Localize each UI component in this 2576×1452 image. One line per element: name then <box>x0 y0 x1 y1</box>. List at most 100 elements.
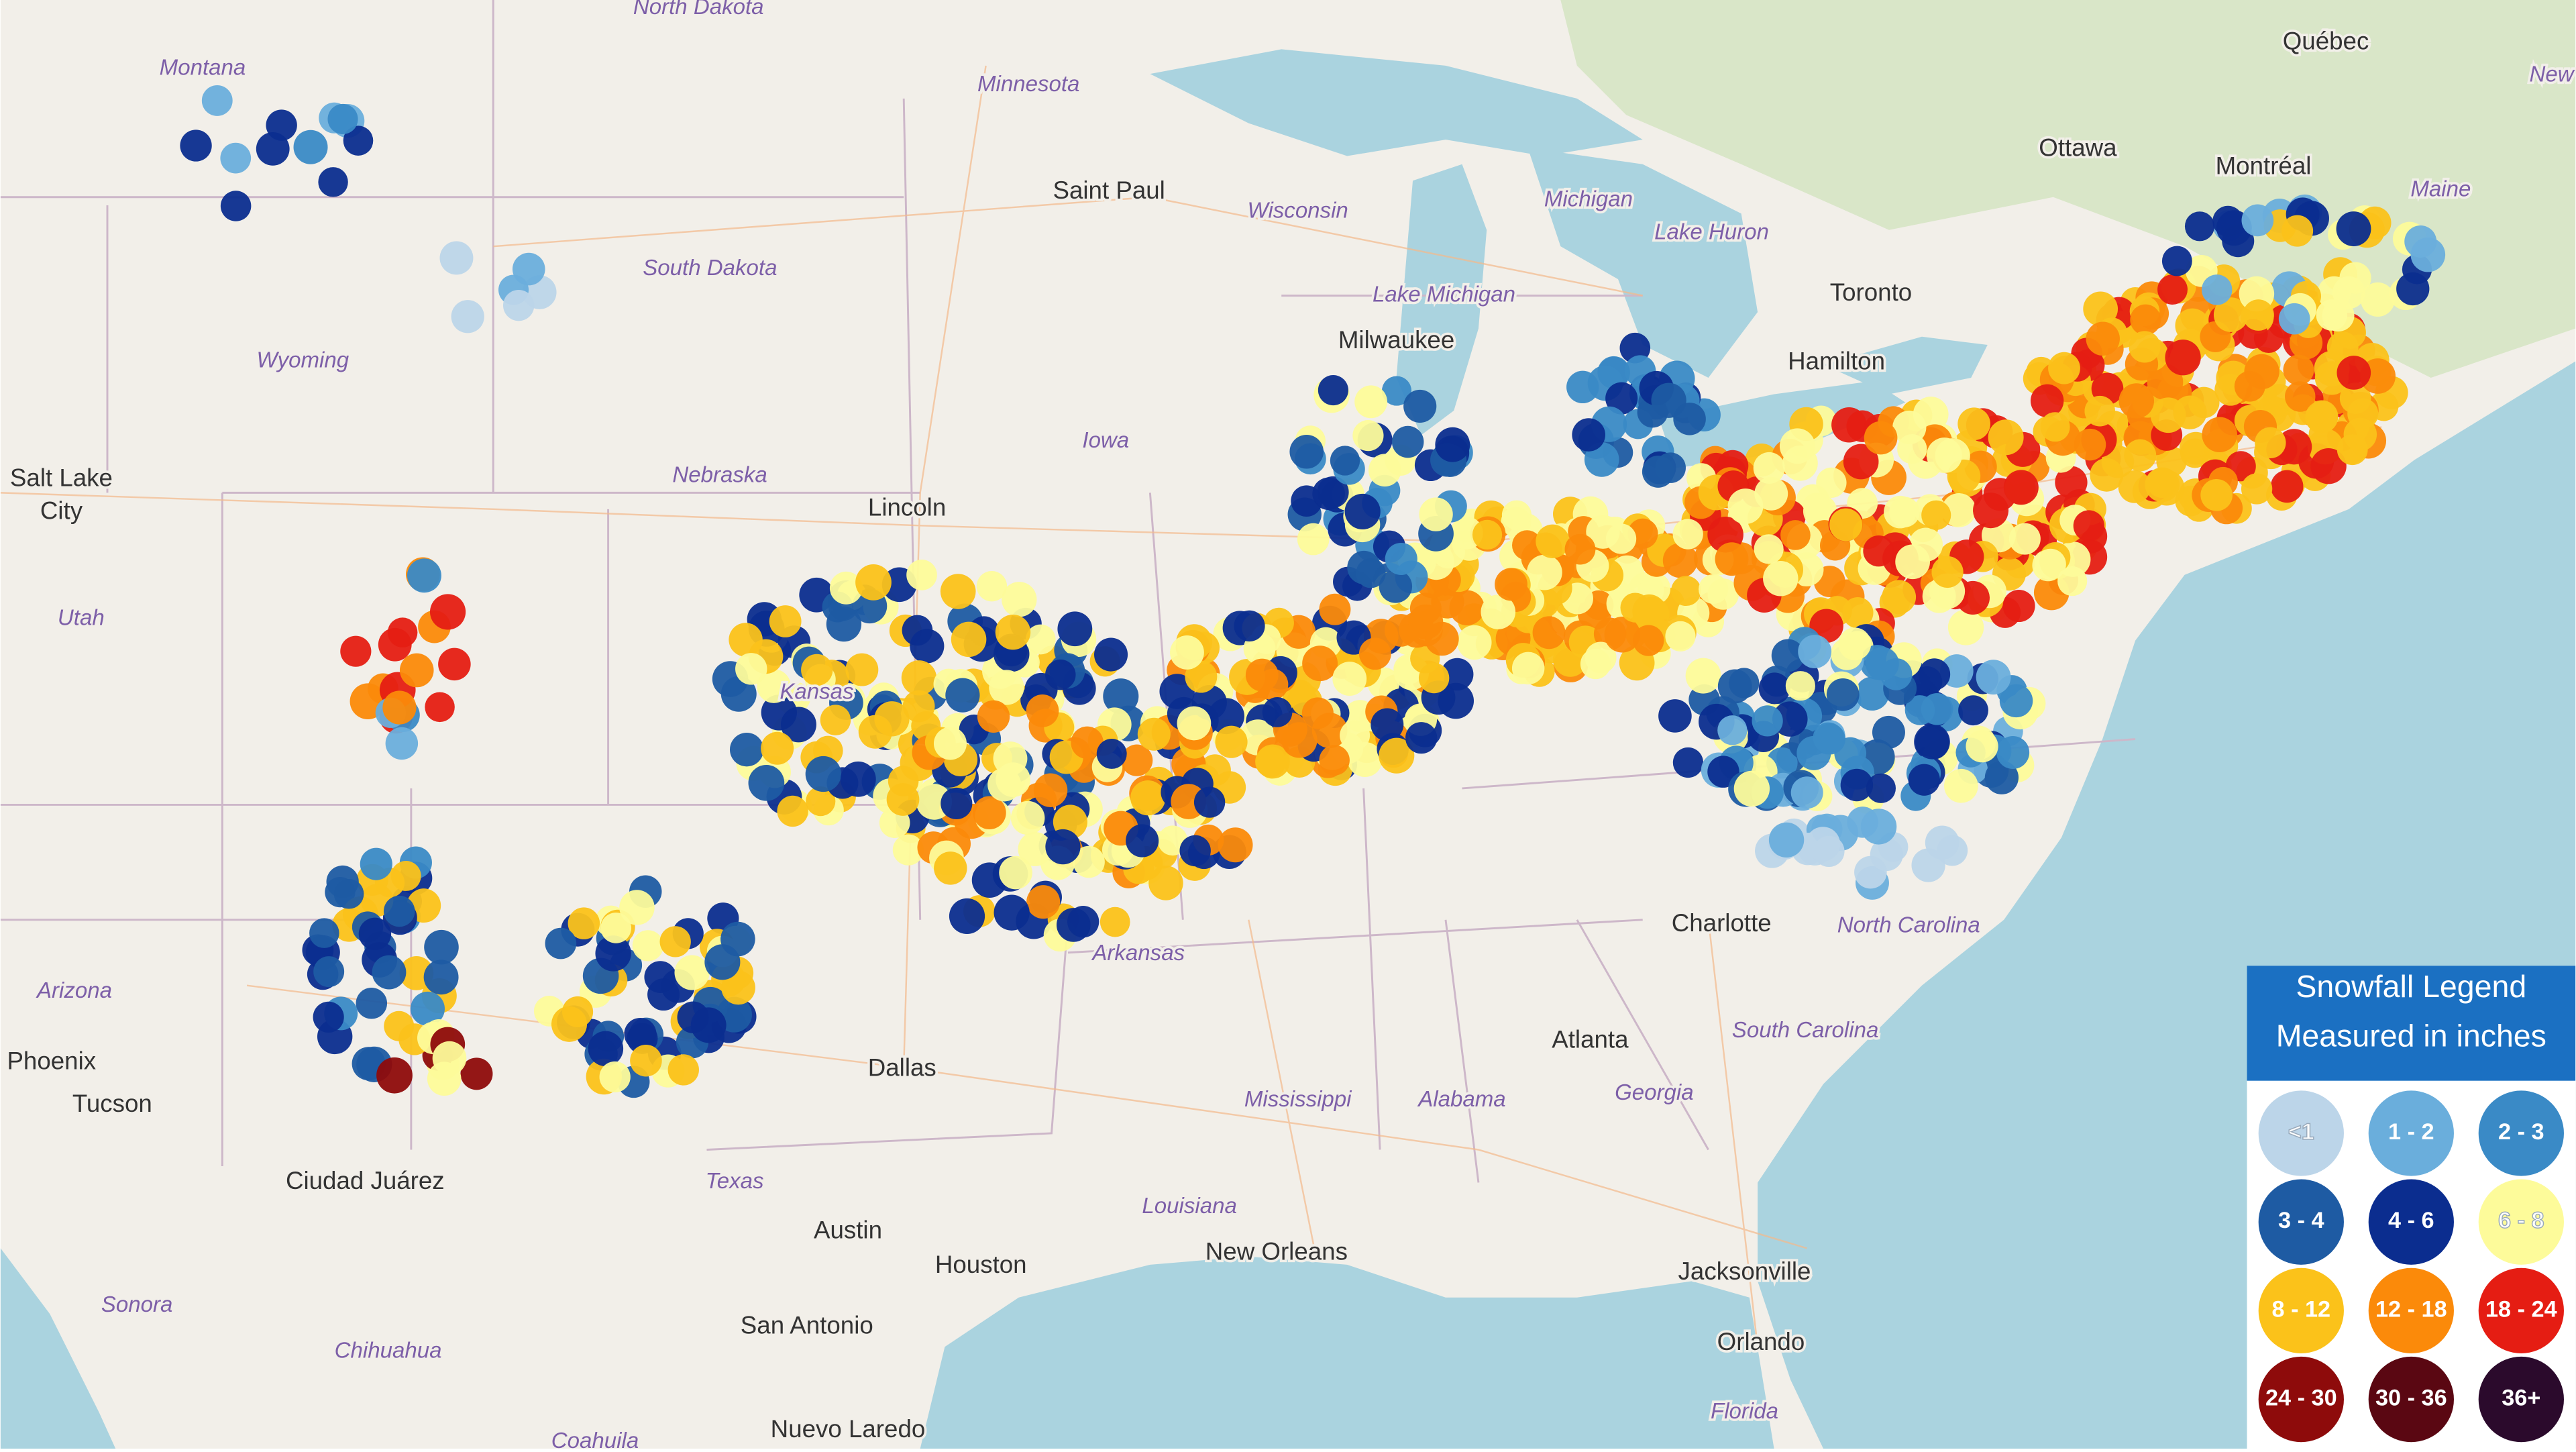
snow-dot <box>1332 662 1367 696</box>
snow-dot <box>2184 211 2215 242</box>
snow-dot <box>1813 835 1845 868</box>
snow-dot <box>1882 580 1917 615</box>
place-label: Michigan <box>1544 187 1633 211</box>
snow-dot <box>588 1031 624 1067</box>
place-label: Salt Lake <box>10 464 113 491</box>
place-label: Louisiana <box>1142 1194 1236 1218</box>
snow-dot <box>2157 274 2188 305</box>
snow-dot <box>1662 543 1698 578</box>
snow-dot <box>1944 768 1978 803</box>
legend-label: 24 - 30 <box>2265 1386 2337 1411</box>
place-label: Mississippi <box>1244 1087 1352 1112</box>
snow-dot <box>358 917 392 951</box>
snow-dot <box>2255 427 2286 459</box>
snow-dot <box>1840 768 1874 802</box>
snow-dot <box>423 960 459 995</box>
place-label: North Dakota <box>633 0 764 19</box>
snow-dot <box>2161 246 2192 276</box>
snow-dot <box>1866 773 1896 803</box>
legend-swatch <box>2368 1090 2454 1176</box>
snow-dot <box>2276 429 2312 465</box>
snow-dot <box>1536 524 1570 558</box>
place-label: Québec <box>2283 27 2369 54</box>
snow-dot <box>1010 800 1045 835</box>
snow-dot <box>2360 282 2395 317</box>
snow-dot <box>1753 452 1785 484</box>
snow-dot <box>1073 845 1105 878</box>
place-label: Montréal <box>2216 152 2312 179</box>
place-label: North Carolina <box>1837 913 1980 937</box>
snow-dot <box>1921 692 1953 725</box>
snow-dot <box>1234 610 1265 641</box>
snow-dot <box>1368 454 1401 487</box>
snow-dot <box>735 653 767 685</box>
snow-dot <box>1996 735 2030 770</box>
snow-dot <box>1319 745 1350 776</box>
snow-dot <box>2243 299 2274 331</box>
place-label: Arizona <box>36 978 112 1003</box>
snow-dot <box>1340 720 1371 751</box>
legend-label: 2 - 3 <box>2498 1119 2544 1145</box>
snow-dot <box>1633 597 1670 633</box>
snow-dot <box>1179 835 1211 867</box>
snow-dot <box>1067 906 1099 938</box>
place-label: Milwaukee <box>1338 326 1454 354</box>
place-label: Wyoming <box>256 348 349 372</box>
snow-dot <box>805 756 841 792</box>
snow-dot <box>1771 639 1805 672</box>
snow-dot <box>385 727 419 760</box>
snow-dot <box>1768 822 1805 858</box>
snow-dot <box>973 796 1006 829</box>
snow-dot <box>1717 715 1748 745</box>
snow-dot <box>1099 906 1130 937</box>
snow-dot <box>1440 658 1474 691</box>
snow-dot <box>2145 467 2180 503</box>
snow-dot <box>2030 384 2064 418</box>
snow-dot <box>886 783 920 816</box>
snow-dot <box>309 918 339 948</box>
place-label: Coahuila <box>551 1429 639 1449</box>
place-label: Hamilton <box>1788 348 1885 375</box>
snow-dot <box>424 929 459 965</box>
snow-dot <box>1094 637 1128 672</box>
legend-swatch <box>2478 1267 2564 1354</box>
snow-dot <box>1371 708 1404 741</box>
snow-dot <box>1103 678 1139 715</box>
snow-dot <box>1096 739 1127 769</box>
snow-dot <box>1842 597 1874 629</box>
snow-dot <box>690 1007 727 1043</box>
legend-label: 4 - 6 <box>2388 1208 2434 1233</box>
snow-dot <box>1665 621 1696 652</box>
snow-dot <box>1511 652 1545 685</box>
legend-label: 18 - 24 <box>2485 1296 2557 1322</box>
snow-dot <box>820 705 851 735</box>
snow-dot <box>1137 717 1171 751</box>
snow-dot <box>1733 770 1770 807</box>
place-label: Saint Paul <box>1053 176 1165 204</box>
snow-dot <box>1999 684 2033 718</box>
snow-dot <box>1790 776 1823 809</box>
snow-dot <box>995 614 1031 650</box>
place-label: Arkansas <box>1091 941 1185 966</box>
snow-dot <box>327 103 358 135</box>
snow-dot <box>356 988 388 1019</box>
place-label: Austin <box>814 1216 882 1244</box>
snow-dot <box>1057 611 1093 647</box>
snow-dot <box>1419 497 1453 531</box>
snow-dot <box>1312 477 1345 511</box>
snow-dot <box>1785 671 1815 701</box>
snow-dot <box>902 615 933 646</box>
legend-swatch <box>2258 1090 2344 1176</box>
snow-dot <box>595 935 631 972</box>
snow-dot <box>1897 434 1927 464</box>
snow-dot <box>1658 699 1692 733</box>
snow-dot <box>1798 635 1832 668</box>
snow-dot <box>201 85 233 116</box>
place-label: Charlotte <box>1672 909 1772 937</box>
snow-dot <box>1915 725 1949 760</box>
snow-dot <box>1957 407 1990 441</box>
snow-dot <box>2057 566 2088 597</box>
place-label: Montana <box>160 56 246 81</box>
snow-dot <box>313 956 345 988</box>
